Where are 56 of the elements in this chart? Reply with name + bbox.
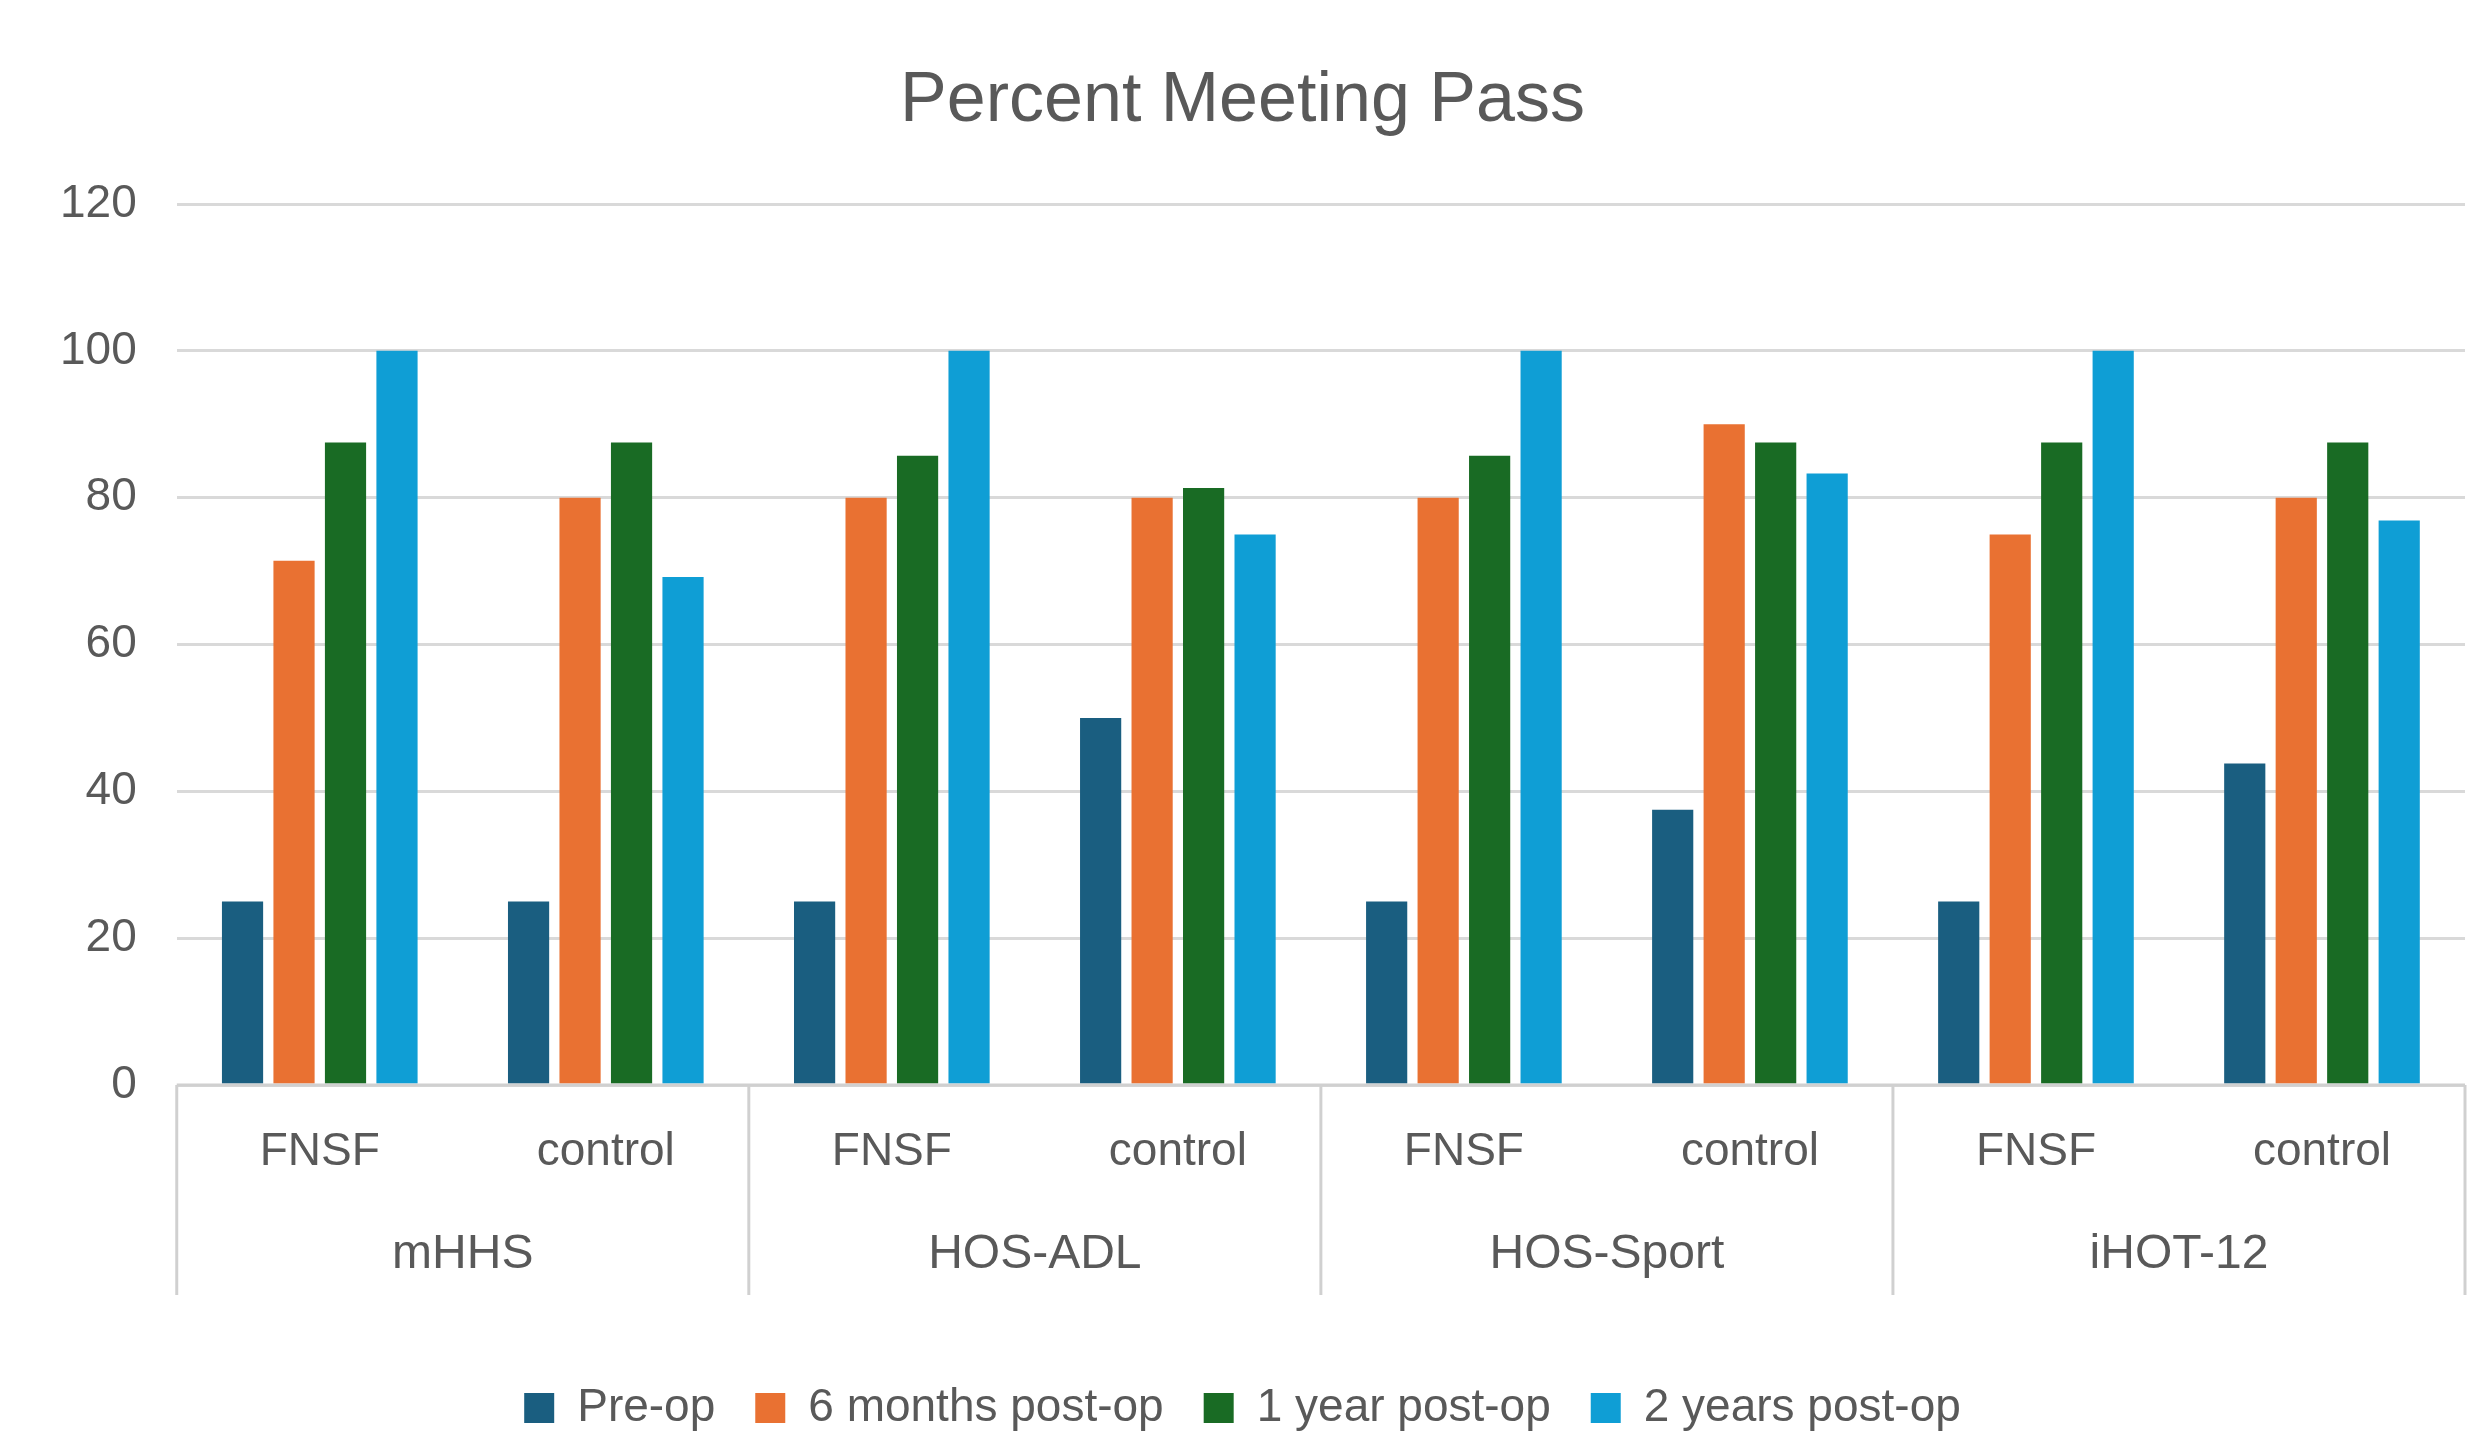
x-tick-label: FNSF (259, 1123, 380, 1176)
x-tick-label: FNSF (1975, 1123, 2097, 1176)
bar (2092, 350, 2134, 1084)
bar (1183, 488, 1225, 1084)
legend-label: 1 year post-op (1256, 1378, 1551, 1431)
bar (1806, 473, 1848, 1084)
bar (1652, 809, 1694, 1084)
legend-label: 2 years post-op (1643, 1378, 1961, 1431)
bar (1234, 534, 1276, 1084)
text: HOS-Sport (1489, 1225, 1725, 1279)
bar (845, 497, 887, 1084)
bar (610, 442, 653, 1084)
bar (324, 442, 367, 1084)
x-tick-label: FNSF (1403, 1123, 1524, 1176)
bar (2378, 520, 2420, 1084)
bar (1131, 497, 1173, 1084)
bar (1520, 350, 1562, 1084)
y-tick-label: 80 (85, 468, 137, 521)
bar (273, 560, 315, 1084)
bar (948, 350, 990, 1084)
chart-title: Percent Meeting Pass (900, 58, 1585, 137)
y-tick-label: 20 (85, 908, 137, 961)
x-tick-label: FNSF (831, 1123, 952, 1176)
bar (1469, 455, 1511, 1084)
bar (1080, 717, 1122, 1084)
y-tick-label: 0 (111, 1055, 137, 1108)
y-tick-label: 100 (60, 321, 137, 374)
bar (507, 901, 550, 1084)
bar (221, 901, 264, 1084)
y-tick-label: 120 (60, 174, 137, 227)
x-tick-label: control (1108, 1123, 1247, 1176)
legend-label: Pre-op (577, 1378, 716, 1431)
bar (2041, 442, 2083, 1084)
legend-label: 6 months post-op (808, 1378, 1164, 1431)
bar (559, 497, 601, 1084)
x-tick-label: control (1680, 1123, 1819, 1176)
bar (1703, 424, 1745, 1084)
bar (1755, 442, 1797, 1084)
y-tick-label: 40 (85, 762, 137, 815)
bar (1989, 534, 2031, 1084)
x-tick-label: control (536, 1123, 675, 1176)
bar (2275, 497, 2317, 1084)
bar (2327, 442, 2369, 1084)
y-tick-label: 60 (85, 615, 137, 668)
bar (896, 455, 939, 1084)
bar (2224, 763, 2266, 1084)
text: HOS-ADL (928, 1225, 1142, 1279)
bar (794, 901, 836, 1084)
bar (376, 350, 418, 1084)
bar (1938, 901, 1980, 1084)
bar (1417, 497, 1459, 1084)
bar (1366, 901, 1408, 1084)
text: iHOT-12 (2089, 1225, 2269, 1279)
x-tick-label: control (2252, 1123, 2392, 1176)
bar (662, 576, 704, 1084)
text: mHHS (392, 1225, 534, 1279)
